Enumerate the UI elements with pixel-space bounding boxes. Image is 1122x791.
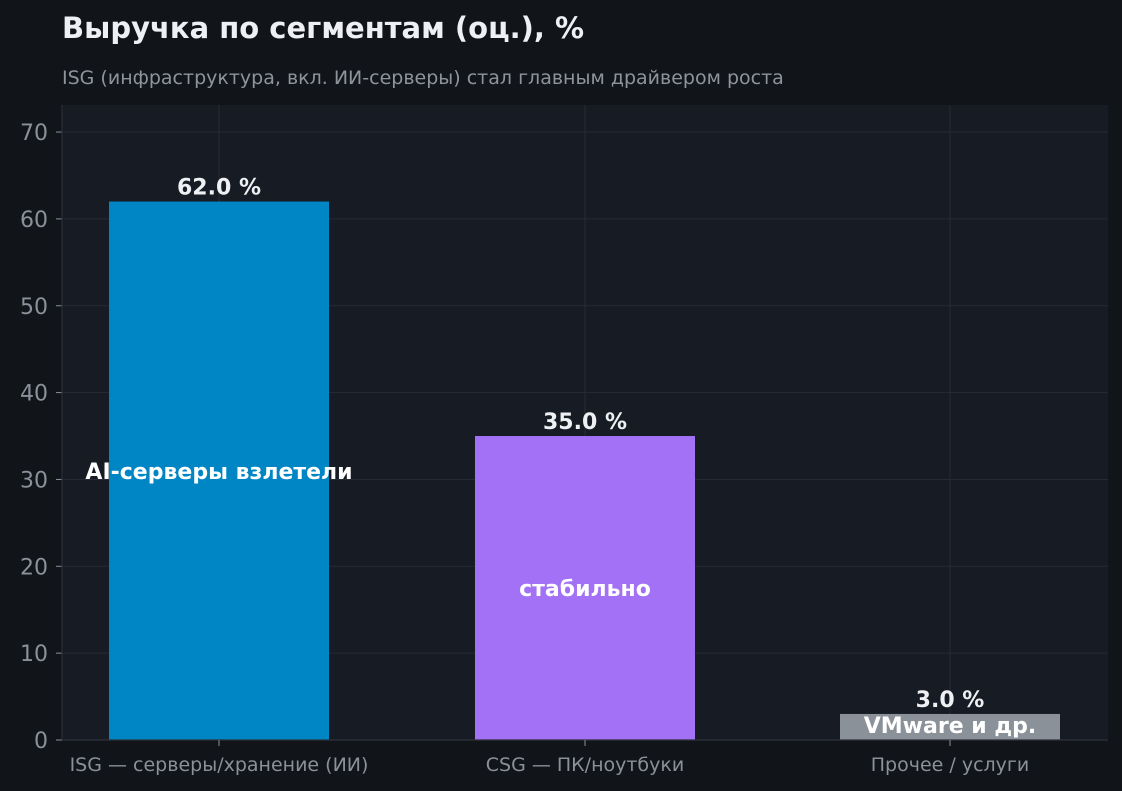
y-tick-label: 50: [20, 295, 48, 320]
y-tick-label: 0: [34, 729, 48, 754]
x-tick-label: CSG — ПК/ноутбуки: [486, 754, 684, 776]
bars: [109, 201, 1060, 740]
y-tick-label: 10: [20, 642, 48, 667]
bar: [475, 436, 695, 740]
y-tick-label: 30: [20, 468, 48, 493]
x-tick-label: Прочее / услуги: [871, 754, 1029, 776]
y-tick-label: 60: [20, 208, 48, 233]
bar-value-label: 62.0 %: [177, 176, 261, 201]
y-axis: 0 10 20 30 40 50 60 70: [20, 105, 63, 754]
bar: [840, 713, 1060, 740]
y-tick-label: 40: [20, 382, 48, 407]
bar-annotation: стабильно: [519, 577, 651, 602]
chart-subtitle: ISG (инфраструктура, вкл. ИИ-серверы) ст…: [62, 67, 784, 89]
x-tick-label: ISG — серверы/хранение (ИИ): [70, 754, 369, 776]
y-tick-label: 20: [20, 555, 48, 580]
bar-annotation: VMware и др.: [864, 714, 1036, 739]
chart-title: Выручка по сегментам (оц.), %: [62, 11, 584, 45]
bar-annotation: AI-серверы взлетели: [85, 460, 352, 485]
x-axis: ISG — серверы/хранение (ИИ) CSG — ПК/ноут…: [62, 739, 1108, 776]
bar-value-label: 3.0 %: [916, 688, 985, 713]
value-labels: 62.0 % AI-серверы взлетели 35.0 % стабильно…: [85, 176, 1036, 740]
bar: [109, 201, 329, 740]
bar-value-label: 35.0 %: [543, 410, 627, 435]
y-tick-label: 70: [20, 121, 48, 146]
